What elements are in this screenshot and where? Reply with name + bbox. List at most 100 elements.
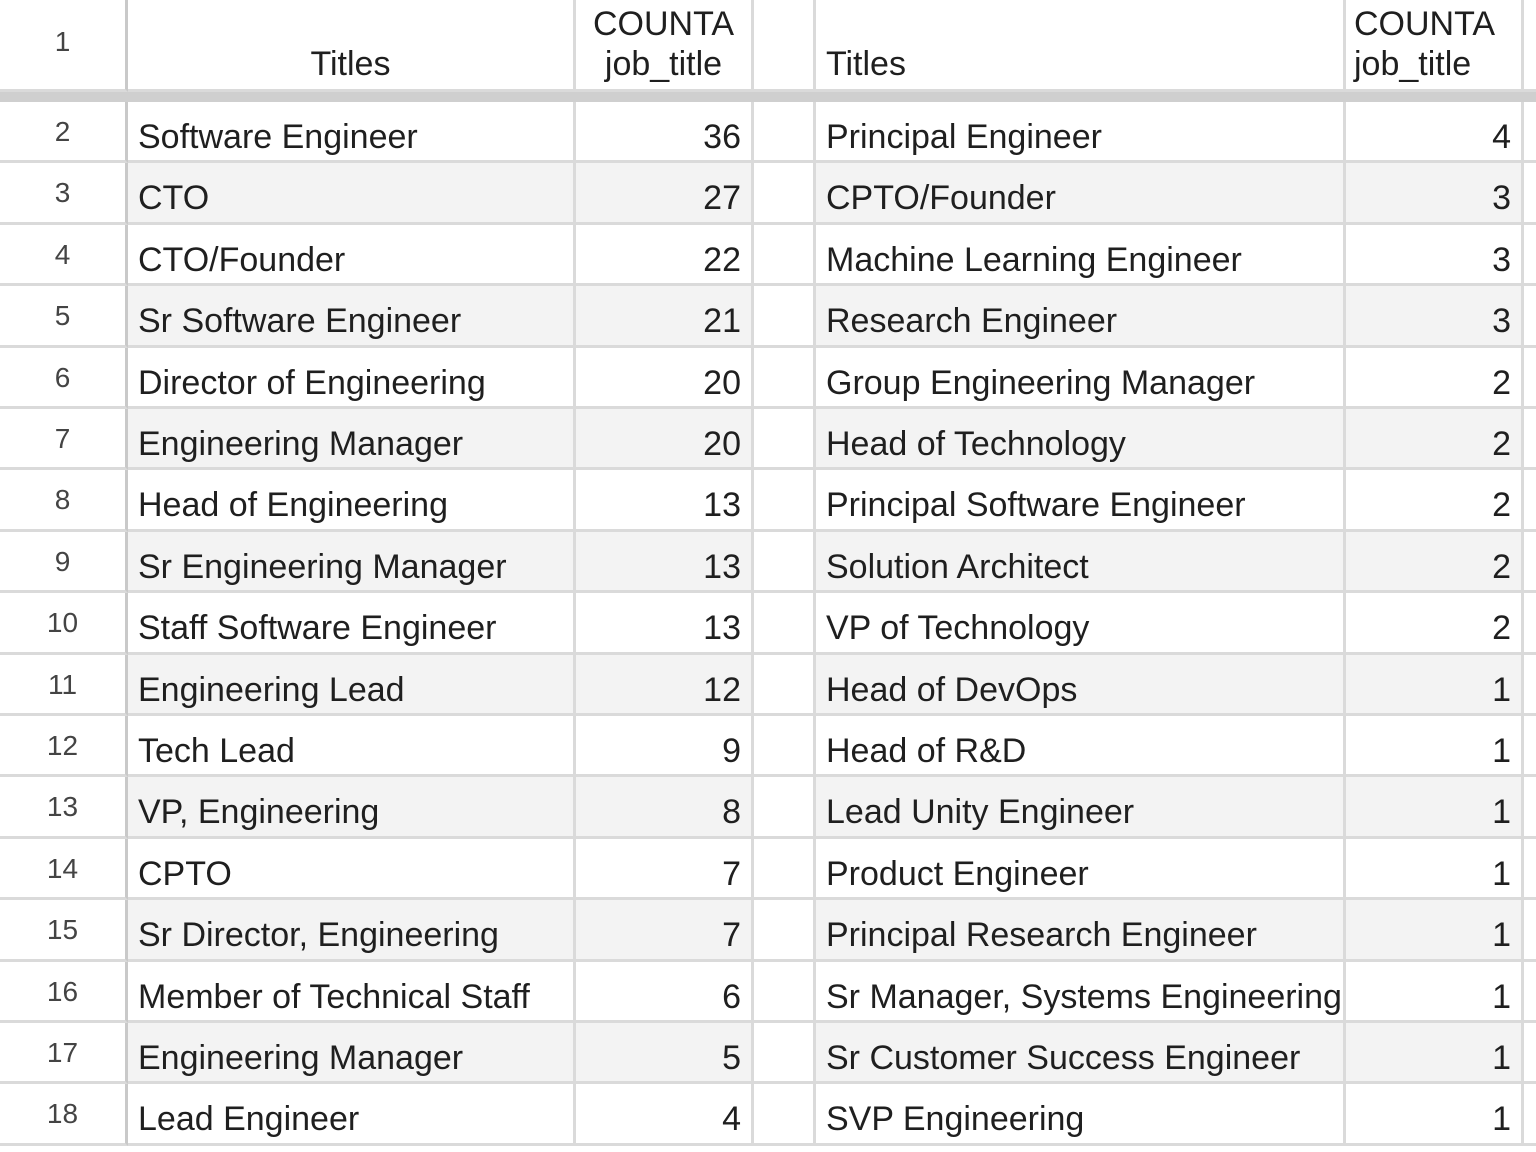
row-header[interactable]: 4 [0,225,128,286]
cell-right-count[interactable]: 2 [1346,409,1524,470]
cell-left-title[interactable]: Sr Engineering Manager [128,532,576,593]
cell-left-title[interactable]: CTO/Founder [128,225,576,286]
cell-left-count[interactable]: 13 [576,470,754,532]
cell-right-title[interactable]: Head of Technology [816,409,1346,470]
cell-right-title[interactable]: Research Engineer [816,286,1346,348]
cell-right-count[interactable]: 1 [1346,1084,1524,1146]
frozen-row-divider[interactable] [0,92,1536,102]
row-header[interactable]: 3 [0,163,128,225]
cell-left-count[interactable]: 13 [576,593,754,655]
cell-left-count[interactable]: 21 [576,286,754,348]
cell-right-title[interactable]: Product Engineer [816,839,1346,900]
cell-right-title[interactable]: Principal Software Engineer [816,470,1346,532]
cell-right-title[interactable]: Sr Customer Success Engineer [816,1023,1346,1084]
cell-left-title[interactable]: Head of Engineering [128,470,576,532]
cell-left-title[interactable]: Staff Software Engineer [128,593,576,655]
cell-spacer[interactable] [754,163,816,225]
cell-spacer[interactable] [754,286,816,348]
cell-left-count[interactable]: 4 [576,1084,754,1146]
row-header[interactable]: 16 [0,962,128,1023]
row-header-1[interactable]: 1 [0,0,128,92]
cell-left-count[interactable]: 7 [576,839,754,900]
cell-spacer[interactable] [754,593,816,655]
cell-right-count[interactable]: 2 [1346,593,1524,655]
cell-right-count[interactable]: 3 [1346,286,1524,348]
cell-right-count[interactable]: 1 [1346,655,1524,716]
cell-right-count[interactable]: 1 [1346,777,1524,839]
cell-right-title[interactable]: Lead Unity Engineer [816,777,1346,839]
cell-right-count[interactable]: 2 [1346,532,1524,593]
cell-left-count[interactable]: 22 [576,225,754,286]
cell-right-count[interactable]: 3 [1346,163,1524,225]
header-cell-right-title[interactable]: Titles [816,0,1346,92]
cell-right-count[interactable]: 1 [1346,900,1524,962]
header-cell-left-count[interactable]: COUNTA job_title [576,0,754,92]
row-header[interactable]: 10 [0,593,128,655]
cell-right-count[interactable]: 3 [1346,225,1524,286]
row-header[interactable]: 15 [0,900,128,962]
cell-left-count[interactable]: 20 [576,409,754,470]
row-header[interactable]: 9 [0,532,128,593]
cell-left-title[interactable]: Director of Engineering [128,348,576,409]
cell-left-title[interactable]: Software Engineer [128,102,576,163]
cell-left-count[interactable]: 8 [576,777,754,839]
cell-right-title[interactable]: Head of R&D [816,716,1346,777]
cell-spacer[interactable] [754,470,816,532]
cell-right-title[interactable]: Sr Manager, Systems Engineering [816,962,1346,1023]
cell-left-title[interactable]: Lead Engineer [128,1084,576,1146]
cell-left-count[interactable]: 6 [576,962,754,1023]
cell-left-count[interactable]: 13 [576,532,754,593]
cell-spacer[interactable] [754,655,816,716]
cell-spacer[interactable] [754,225,816,286]
cell-right-title[interactable]: VP of Technology [816,593,1346,655]
cell-left-title[interactable]: Member of Technical Staff [128,962,576,1023]
cell-spacer[interactable] [754,409,816,470]
cell-left-title[interactable]: Sr Software Engineer [128,286,576,348]
header-cell-right-count[interactable]: COUNTA job_title [1346,0,1524,92]
cell-right-title[interactable]: Principal Research Engineer [816,900,1346,962]
cell-spacer[interactable] [754,962,816,1023]
cell-left-count[interactable]: 12 [576,655,754,716]
cell-right-count[interactable]: 1 [1346,839,1524,900]
cell-right-title[interactable]: Head of DevOps [816,655,1346,716]
row-header[interactable]: 11 [0,655,128,716]
cell-left-title[interactable]: VP, Engineering [128,777,576,839]
cell-left-title[interactable]: Engineering Manager [128,1023,576,1084]
cell-spacer[interactable] [754,1084,816,1146]
cell-left-count[interactable]: 5 [576,1023,754,1084]
row-header[interactable]: 17 [0,1023,128,1084]
cell-right-count[interactable]: 1 [1346,962,1524,1023]
cell-spacer[interactable] [754,839,816,900]
row-header[interactable]: 8 [0,470,128,532]
cell-right-title[interactable]: Machine Learning Engineer [816,225,1346,286]
cell-spacer[interactable] [754,777,816,839]
row-header[interactable]: 14 [0,839,128,900]
cell-spacer[interactable] [754,532,816,593]
row-header[interactable]: 6 [0,348,128,409]
cell-left-count[interactable]: 36 [576,102,754,163]
cell-right-title[interactable]: CPTO/Founder [816,163,1346,225]
cell-right-count[interactable]: 4 [1346,102,1524,163]
row-header[interactable]: 2 [0,102,128,163]
header-cell-spacer[interactable] [754,0,816,92]
cell-right-title[interactable]: Principal Engineer [816,102,1346,163]
cell-spacer[interactable] [754,900,816,962]
cell-right-count[interactable]: 1 [1346,716,1524,777]
cell-left-title[interactable]: CTO [128,163,576,225]
cell-left-count[interactable]: 20 [576,348,754,409]
cell-left-title[interactable]: Sr Director, Engineering [128,900,576,962]
header-cell-left-title[interactable]: Titles [128,0,576,92]
row-header[interactable]: 5 [0,286,128,348]
cell-left-title[interactable]: Engineering Manager [128,409,576,470]
cell-spacer[interactable] [754,348,816,409]
cell-right-count[interactable]: 2 [1346,470,1524,532]
cell-left-title[interactable]: Engineering Lead [128,655,576,716]
cell-left-title[interactable]: CPTO [128,839,576,900]
cell-left-title[interactable]: Tech Lead [128,716,576,777]
cell-spacer[interactable] [754,716,816,777]
row-header[interactable]: 7 [0,409,128,470]
cell-right-title[interactable]: Group Engineering Manager [816,348,1346,409]
cell-right-title[interactable]: Solution Architect [816,532,1346,593]
cell-left-count[interactable]: 27 [576,163,754,225]
cell-spacer[interactable] [754,102,816,163]
